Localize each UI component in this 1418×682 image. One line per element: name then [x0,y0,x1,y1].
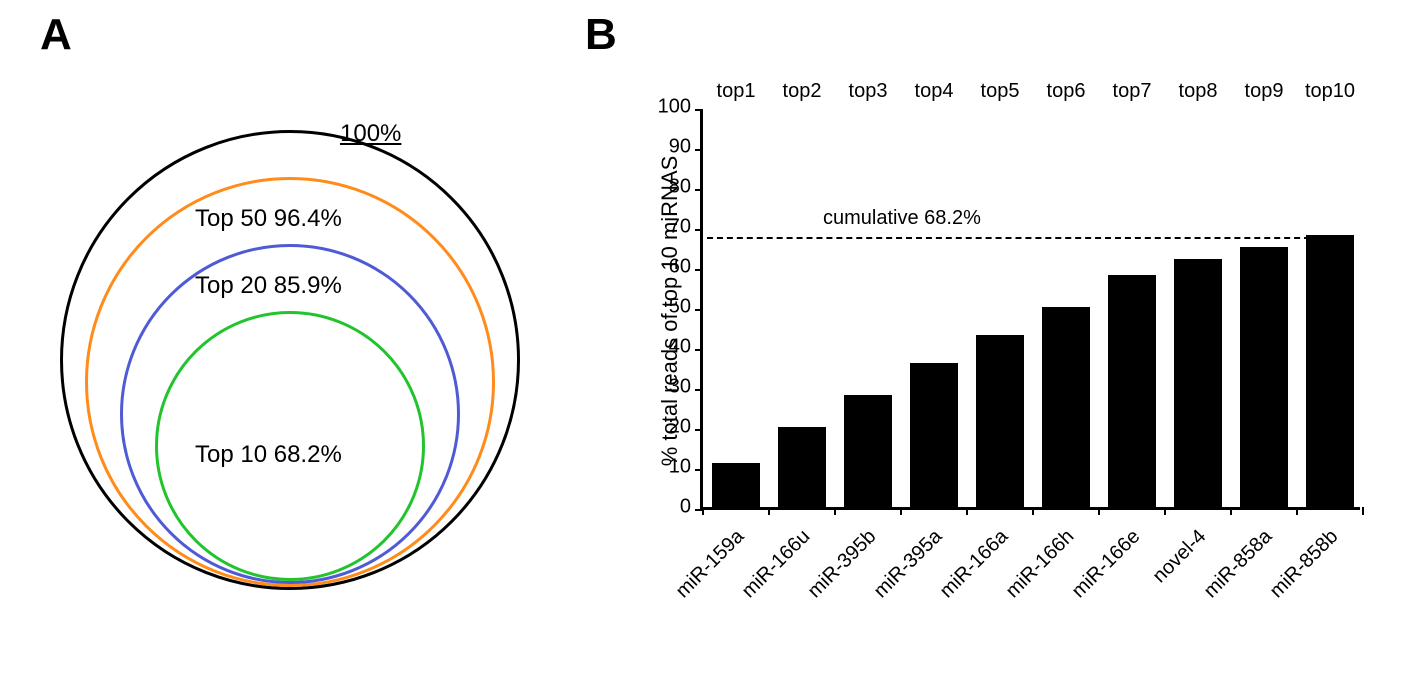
bar [778,427,827,507]
top-label: top10 [1305,80,1355,103]
xtick-mark [1098,507,1100,515]
ytick-label: 50 [669,296,703,319]
bar [1042,307,1091,507]
xtick-mark [1362,507,1364,515]
panel-b: % total reads of top 10 miRNAS cumulativ… [620,60,1400,620]
top-label: top6 [1047,80,1086,103]
xtick-mark [900,507,902,515]
panel-b-label: B [585,10,617,60]
xtick-mark [1164,507,1166,515]
top-label: top7 [1113,80,1152,103]
cumulative-annotation: cumulative 68.2% [823,207,981,230]
ytick-label: 0 [680,496,703,519]
xtick-mark [1230,507,1232,515]
ytick-label: 10 [669,456,703,479]
circle-label-top10: Top 10 68.2% [195,441,342,469]
bar [712,463,761,507]
xtick-mark [1032,507,1034,515]
top-label: top2 [783,80,822,103]
top-label: top4 [915,80,954,103]
xtick-mark [702,507,704,515]
circle-label-top50: Top 50 96.4% [195,205,342,233]
xtick-mark [1296,507,1298,515]
ytick-label: 100 [658,96,703,119]
ytick-label: 70 [669,216,703,239]
xtick-mark [768,507,770,515]
top-label: top5 [981,80,1020,103]
panel-a: 100% Top 50 96.4%Top 20 85.9%Top 10 68.2… [40,90,540,610]
top-label: top9 [1245,80,1284,103]
xtick-mark [966,507,968,515]
ytick-label: 90 [669,136,703,159]
bar [1306,235,1355,507]
panel-a-label: A [40,10,72,60]
top-label: top3 [849,80,888,103]
ytick-label: 40 [669,336,703,359]
bar [844,395,893,507]
top-label: top1 [717,80,756,103]
bar [976,335,1025,507]
bar [1174,259,1223,507]
ytick-label: 80 [669,176,703,199]
plot-area: cumulative 68.2% 0102030405060708090100t… [700,110,1360,510]
top-label: top8 [1179,80,1218,103]
bar [1240,247,1289,507]
bar [1108,275,1157,507]
figure-root: A 100% Top 50 96.4%Top 20 85.9%Top 10 68… [0,0,1418,682]
xtick-mark [834,507,836,515]
ytick-label: 60 [669,256,703,279]
ytick-label: 20 [669,416,703,439]
ytick-label: 30 [669,376,703,399]
circle-label-top20: Top 20 85.9% [195,272,342,300]
bar [910,363,959,507]
reference-line [707,237,1320,239]
